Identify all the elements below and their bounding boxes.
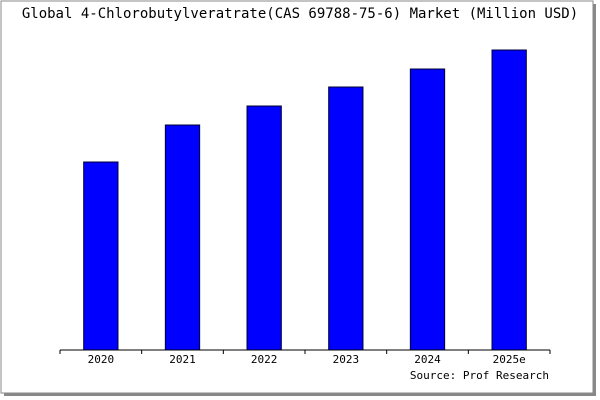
bar (328, 86, 364, 351)
source-note: Source: Prof Research (410, 369, 549, 382)
bar (83, 161, 119, 351)
x-tick-label: 2023 (333, 353, 360, 366)
x-tick-label: 2022 (251, 353, 278, 366)
x-tick-label: 2024 (414, 353, 441, 366)
x-tick-label: 2021 (169, 353, 196, 366)
x-tick-label: 2020 (88, 353, 115, 366)
x-tick-label: 2025e (493, 353, 526, 366)
bar (164, 124, 201, 351)
bar (409, 68, 446, 351)
bar (246, 105, 282, 351)
chart-title: Global 4-Chlorobutylveratrate(CAS 69788-… (22, 6, 578, 22)
bar (491, 49, 527, 351)
